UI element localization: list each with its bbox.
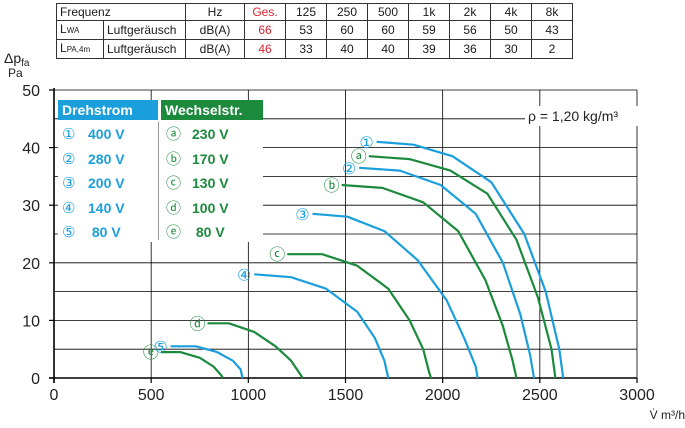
table-header-cell: 250: [326, 3, 368, 21]
series-marker-icon: ⓐ: [166, 126, 182, 143]
legend-item-label: 80 V: [88, 224, 121, 240]
legend-item-label: 230 V: [192, 126, 229, 142]
legend-item-label: 80 V: [192, 224, 225, 240]
series-marker-icon: ⓔ: [166, 224, 182, 241]
series-marker-icon: ⓒ: [166, 175, 182, 192]
y-tick-label: 20: [22, 256, 40, 273]
series-marker-icon: ⓑ: [166, 150, 182, 168]
legend-item-label: 280 V: [88, 150, 125, 167]
series-line: [207, 322, 304, 379]
symbol-text: L: [60, 22, 67, 36]
series-marker-icon: ②: [62, 150, 76, 168]
legend: Drehstrom Wechselstr. ① 400 V ② 280 V ③ 200…: [58, 100, 263, 242]
legend-item-label: 100 V: [192, 199, 229, 216]
table-value-cell: 60: [326, 20, 368, 40]
x-tick-label: 1500: [328, 387, 364, 404]
legend-item: ⓔ 80 V: [166, 220, 229, 245]
legend-divider: [158, 122, 159, 240]
series-label: ⓒ: [269, 246, 285, 264]
x-tick-label: 0: [50, 387, 59, 404]
legend-item-label: 200 V: [88, 175, 125, 191]
table-unit-cell: dB(A): [185, 39, 245, 59]
y-axis-unit: Pa: [8, 66, 23, 80]
annotation-bg: [525, 106, 642, 126]
legend-item: ③ 200 V: [62, 171, 125, 196]
table-unit-cell: dB(A): [185, 20, 245, 40]
series-marker-icon: ③: [62, 175, 76, 192]
series-label: ①: [359, 135, 373, 152]
series-line: [254, 273, 390, 379]
legend-item-label: 130 V: [192, 175, 229, 191]
legend-header-drehstrom: Drehstrom: [58, 100, 158, 120]
series-line: [368, 155, 557, 379]
density-annotation: ρ = 1,20 kg/m³: [528, 108, 618, 124]
series-line: [312, 212, 479, 379]
series-label: ③: [295, 207, 309, 224]
legend-item: ⓓ 100 V: [166, 196, 229, 221]
table-total-cell: 46: [244, 39, 286, 59]
legend-item-label: 140 V: [88, 199, 125, 216]
x-tick-label: 500: [138, 387, 165, 404]
legend-item: ⓐ 230 V: [166, 122, 229, 147]
legend-item: ⓑ 170 V: [166, 147, 229, 172]
symbol-subscript: PA,4m: [66, 45, 91, 54]
series-line: [376, 140, 565, 379]
y-tick-label: 50: [22, 83, 40, 100]
series-line: [160, 351, 225, 379]
series-label: ⓓ: [190, 315, 206, 333]
series-label: ②: [342, 161, 356, 178]
series-marker-icon: ⓓ: [166, 199, 182, 217]
x-tick-label: 2500: [522, 387, 558, 404]
series-label: ⓐ: [351, 148, 367, 166]
x-tick-label: 2000: [425, 387, 461, 404]
legend-column-wechselstrom: ⓐ 230 V ⓑ 170 V ⓒ 130 V ⓓ 100 V ⓔ 80 V: [166, 122, 229, 245]
legend-item-label: 170 V: [192, 150, 229, 167]
series-marker-icon: ④: [62, 199, 76, 217]
table-value-cell: 50: [490, 20, 532, 40]
series-label: ⓑ: [324, 177, 340, 195]
table-label-cell: Luftgeräusch: [103, 39, 186, 59]
y-tick-label: 0: [31, 371, 40, 388]
series-line: [170, 345, 244, 379]
legend-column-drehstrom: ① 400 V ② 280 V ③ 200 V ④ 140 V ⑤ 80 V: [62, 122, 125, 245]
table-value-cell: 40: [326, 39, 368, 59]
series-label: ⓔ: [143, 344, 159, 362]
y-tick-label: 30: [22, 198, 40, 215]
sound-data-table: Frequenz Hz Ges. 125 250 500 1k 2k 4k 8k…: [56, 3, 573, 59]
y-axis-label: Δpfa: [4, 50, 30, 69]
axis-labels: Δpfa Pa V̇ m³/h ρ = 1,20 kg/m³: [4, 50, 685, 422]
table-value-cell: 2: [531, 39, 573, 59]
x-tick-label: 1000: [231, 387, 267, 404]
table-value-cell: 43: [531, 20, 573, 40]
x-tick-label: 3000: [619, 387, 655, 404]
x-axis-label: V̇ m³/h: [650, 408, 685, 422]
legend-item-label: 400 V: [88, 126, 125, 142]
series-line: [341, 183, 518, 379]
symbol-subscript: WA: [66, 26, 80, 35]
legend-item: ① 400 V: [62, 122, 125, 147]
legend-item: ⓒ 130 V: [166, 171, 229, 196]
series-line: [287, 253, 433, 379]
table-label-cell: Luftgeräusch: [103, 20, 186, 40]
y-tick-label: 40: [22, 141, 40, 158]
legend-item: ② 280 V: [62, 147, 125, 172]
legend-item: ⑤ 80 V: [62, 220, 125, 245]
table-value-cell: 40: [367, 39, 409, 59]
symbol-text: L: [60, 41, 67, 55]
series-marker-icon: ①: [62, 126, 76, 143]
series-marker-icon: ⑤: [62, 224, 76, 241]
legend-header-wechselstrom: Wechselstr.: [161, 100, 263, 120]
series-line: [359, 166, 536, 379]
legend-item: ④ 140 V: [62, 196, 125, 221]
table-header-row: Frequenz Hz Ges. 125 250 500 1k 2k 4k 8k: [56, 3, 573, 21]
series-label: ④: [237, 267, 251, 284]
y-tick-label: 10: [22, 313, 40, 330]
table-row: LPA,4m Luftgeräusch dB(A) 46 33 40 40 39…: [56, 39, 573, 59]
